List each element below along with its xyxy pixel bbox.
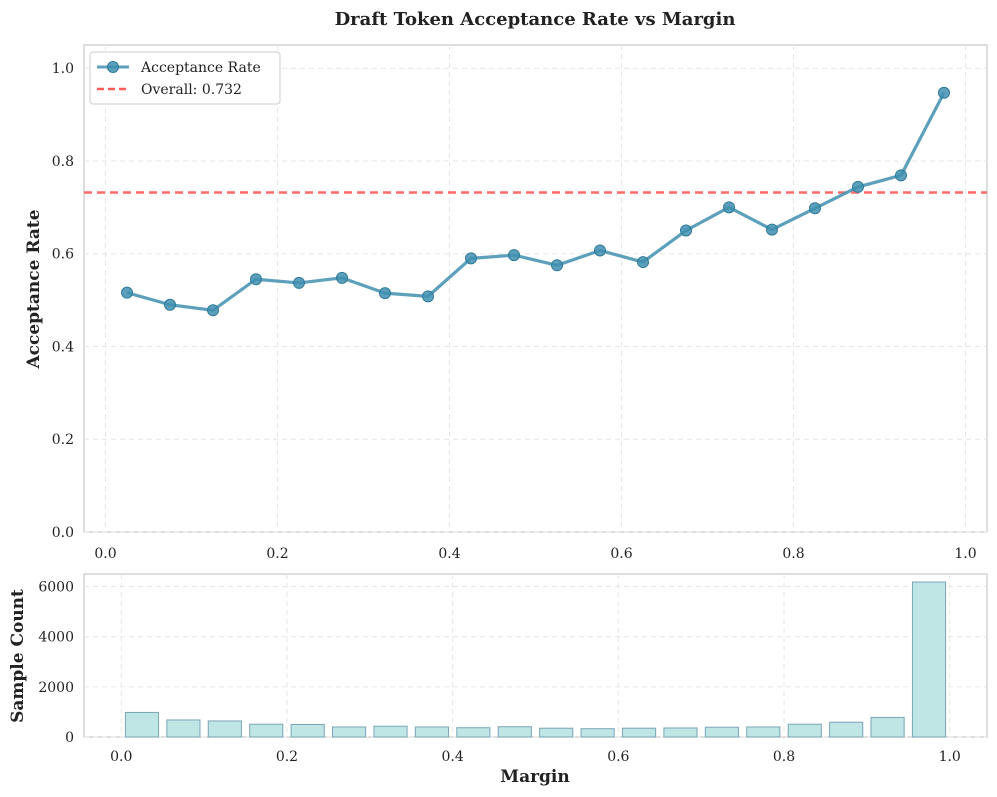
sample-count-bar bbox=[414, 726, 450, 738]
sample-count-bar bbox=[621, 727, 657, 738]
sample-count-bar bbox=[497, 726, 532, 738]
bottom-x-tick-label: 1.0 bbox=[939, 749, 961, 765]
sample-count-bar bbox=[124, 711, 160, 738]
sample-count-bar bbox=[332, 726, 367, 738]
data-point bbox=[594, 244, 606, 257]
top-y-tick-label: 0.2 bbox=[52, 432, 74, 448]
top-x-tick-label: 0.4 bbox=[438, 546, 460, 562]
sample-count-bars bbox=[124, 581, 947, 738]
legend: Acceptance Rate Overall: 0.732 bbox=[89, 51, 281, 105]
top-grid bbox=[84, 45, 987, 533]
bottom-y-tick-label: 0 bbox=[65, 730, 74, 746]
legend-item-acceptance-rate: Acceptance Rate bbox=[97, 60, 261, 76]
data-point bbox=[422, 290, 434, 303]
chart-title: Draft Token Acceptance Rate vs Margin bbox=[335, 9, 736, 30]
bottom-x-tick-label: 0.8 bbox=[773, 749, 795, 765]
bottom-y-ticks: 0 2000 4000 6000 bbox=[38, 580, 74, 746]
sample-count-bar bbox=[207, 720, 242, 738]
top-y-axis-title: Acceptance Rate bbox=[24, 209, 44, 369]
data-point bbox=[680, 224, 692, 237]
bottom-x-tick-label: 0.2 bbox=[276, 749, 298, 765]
sample-count-bar bbox=[829, 721, 864, 738]
data-point bbox=[766, 223, 778, 236]
data-point bbox=[551, 259, 563, 272]
sample-count-bar bbox=[911, 581, 947, 738]
data-point bbox=[336, 271, 348, 284]
top-y-tick-label: 1.0 bbox=[52, 61, 74, 77]
top-y-tick-label: 0.0 bbox=[52, 525, 74, 541]
legend-label-acceptance-rate: Acceptance Rate bbox=[140, 60, 261, 76]
top-x-tick-label: 0.8 bbox=[782, 546, 804, 562]
sample-count-bar bbox=[746, 726, 781, 738]
bottom-x-tick-label: 0.6 bbox=[607, 749, 629, 765]
sample-count-bar bbox=[456, 727, 491, 738]
top-y-ticks: 0.0 0.2 0.4 0.6 0.8 1.0 bbox=[52, 61, 74, 541]
bottom-grid bbox=[84, 574, 987, 738]
bottom-plot: 0 2000 4000 6000 0.0 0.2 0.4 0.6 0.8 1.0 Sample … bbox=[8, 573, 988, 787]
data-point bbox=[723, 201, 735, 214]
sample-count-bar bbox=[704, 726, 739, 738]
sample-count-bar bbox=[539, 727, 574, 738]
data-point bbox=[852, 180, 864, 193]
data-point bbox=[121, 286, 133, 299]
data-point bbox=[164, 298, 176, 311]
legend-box bbox=[89, 51, 281, 105]
data-point bbox=[508, 249, 520, 262]
data-point bbox=[207, 304, 219, 317]
top-y-tick-label: 0.4 bbox=[52, 339, 74, 355]
bottom-y-tick-label: 6000 bbox=[38, 580, 74, 596]
top-x-tick-label: 0.6 bbox=[610, 546, 632, 562]
sample-count-bar bbox=[290, 723, 325, 738]
legend-label-overall: Overall: 0.732 bbox=[141, 82, 242, 98]
bottom-x-ticks: 0.0 0.2 0.4 0.6 0.8 1.0 bbox=[110, 749, 961, 765]
top-x-tick-label: 0.2 bbox=[266, 546, 288, 562]
sample-count-bar bbox=[580, 728, 615, 738]
bottom-y-tick-label: 2000 bbox=[38, 680, 74, 696]
acceptance-rate-points bbox=[121, 86, 950, 317]
top-y-tick-label: 0.6 bbox=[52, 247, 74, 263]
sample-count-bar bbox=[870, 716, 905, 738]
sample-count-bar bbox=[787, 723, 822, 738]
bottom-plot-frame bbox=[83, 573, 988, 738]
top-y-tick-label: 0.8 bbox=[52, 154, 74, 170]
top-plot-frame bbox=[83, 44, 988, 533]
sample-count-bar bbox=[663, 727, 698, 738]
top-plot: 0.0 0.2 0.4 0.6 0.8 1.0 0.0 0.2 0.4 0.6 0.8 1.0 Ac… bbox=[24, 44, 988, 562]
sample-count-bar bbox=[373, 725, 408, 738]
data-point bbox=[250, 273, 262, 286]
legend-item-overall: Overall: 0.732 bbox=[97, 82, 242, 98]
top-x-tick-label: 0.0 bbox=[94, 546, 116, 562]
sample-count-bar bbox=[166, 719, 201, 738]
data-point bbox=[637, 256, 649, 269]
legend-marker-icon bbox=[107, 61, 119, 73]
sample-count-bar bbox=[249, 723, 284, 738]
data-point bbox=[293, 276, 305, 289]
data-point bbox=[379, 287, 391, 300]
top-x-ticks: 0.0 0.2 0.4 0.6 0.8 1.0 bbox=[94, 546, 976, 562]
bottom-x-tick-label: 0.0 bbox=[110, 749, 132, 765]
acceptance-rate-line bbox=[126, 92, 946, 312]
top-x-tick-label: 1.0 bbox=[954, 546, 976, 562]
bottom-x-axis-title: Margin bbox=[500, 767, 570, 787]
data-point bbox=[809, 202, 821, 215]
data-point bbox=[895, 169, 907, 182]
bottom-y-axis-title: Sample Count bbox=[8, 589, 28, 723]
bottom-y-tick-label: 4000 bbox=[38, 630, 74, 646]
data-point bbox=[465, 252, 477, 265]
bottom-x-tick-label: 0.4 bbox=[442, 749, 464, 765]
data-point bbox=[938, 86, 950, 99]
